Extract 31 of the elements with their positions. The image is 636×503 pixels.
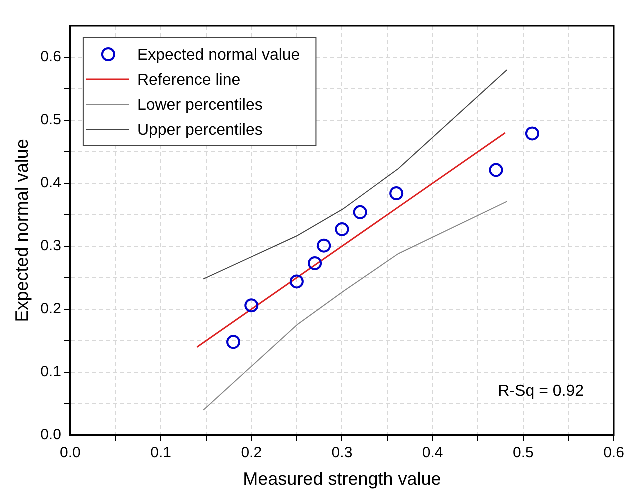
point	[525, 126, 540, 141]
y-tick-label: 0.5	[40, 112, 62, 129]
x-tick-label: 0.0	[60, 444, 81, 462]
point	[244, 298, 259, 313]
y-tick-label: 0.4	[40, 174, 62, 192]
y-tick-label: 0.1	[40, 364, 62, 381]
y-tick-label: 0.6	[40, 48, 62, 66]
y-tick-label: 0.3	[40, 238, 62, 255]
point	[353, 205, 368, 220]
x-tick-label: 0.6	[604, 444, 624, 462]
x-tick-label: 0.4	[422, 444, 444, 462]
y-tick-label: 0.2	[40, 300, 62, 318]
y-tick-label: 0.0	[40, 426, 62, 444]
point	[390, 186, 404, 201]
y-axis-title: Expected normal value	[12, 139, 32, 322]
x-tick-label: 0.1	[150, 444, 172, 462]
legend-label: Expected normal value	[137, 46, 300, 64]
point	[226, 335, 241, 350]
x-axis-title: Measured strength value	[243, 469, 442, 490]
point	[290, 274, 304, 289]
x-tick-label: 0.3	[332, 444, 353, 462]
x-tick-label: 0.2	[241, 444, 262, 462]
point	[308, 256, 322, 270]
legend-label: Reference line	[137, 72, 241, 89]
point	[317, 238, 332, 253]
annotation: R-Sq = 0.92	[498, 382, 584, 400]
legend-label: Lower percentiles	[137, 96, 263, 114]
legend-label: Upper percentiles	[137, 122, 263, 139]
point	[489, 163, 504, 178]
x-tick-label: 0.5	[512, 444, 534, 462]
point	[335, 222, 350, 236]
